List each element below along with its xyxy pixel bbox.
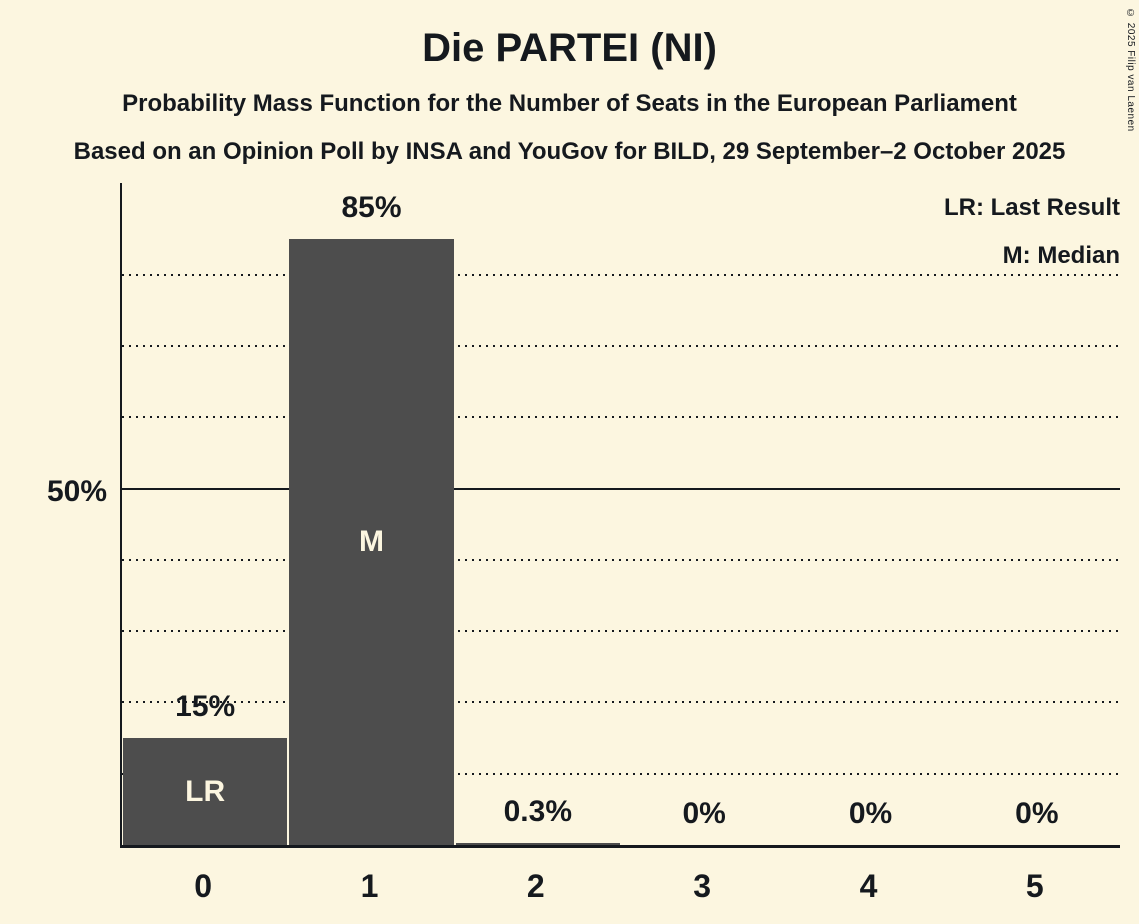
bar-annotation-lr: LR <box>185 774 226 808</box>
copyright-notice: © 2025 Filip van Laenen <box>1125 8 1136 132</box>
chart-subtitle: Probability Mass Function for the Number… <box>122 90 1017 117</box>
value-label-1: 85% <box>341 191 402 225</box>
gridline-80pct <box>122 273 1120 276</box>
bar-seats-1: M <box>289 239 454 845</box>
value-label-2: 0.3% <box>503 794 573 828</box>
gridline-70pct <box>122 345 1120 348</box>
value-label-3: 0% <box>682 797 726 830</box>
gridline-60pct <box>122 416 1120 419</box>
x-tick-1: 1 <box>360 868 379 904</box>
value-label-0: 15% <box>175 690 236 724</box>
x-axis-tick-labels: 0 1 2 3 4 5 <box>120 868 1120 912</box>
x-tick-4: 4 <box>859 868 878 904</box>
x-tick-3: 3 <box>693 868 712 904</box>
bar-seats-2 <box>455 842 620 845</box>
plot-area: 50% LR 15% M 85% 0.3% 0% 0% 0% <box>47 183 1120 848</box>
gridline-30pct <box>122 630 1120 633</box>
y-axis-tick-label: 50% <box>46 474 107 508</box>
gridline-10pct <box>122 772 1120 775</box>
value-label-5: 0% <box>1015 797 1059 830</box>
gridline-20pct <box>122 701 1120 704</box>
x-tick-2: 2 <box>526 868 545 904</box>
chart-source-line: Based on an Opinion Poll by INSA and You… <box>73 138 1066 165</box>
x-tick-0: 0 <box>194 868 213 904</box>
bar-seats-0: LR <box>123 738 288 845</box>
x-tick-5: 5 <box>1025 868 1044 904</box>
legend: LR: Last Result M: Median <box>944 184 1120 280</box>
gridline-40pct <box>122 558 1120 561</box>
legend-median: M: Median <box>1002 242 1120 269</box>
legend-last-result: LR: Last Result <box>943 194 1120 221</box>
value-label-4: 0% <box>848 797 893 830</box>
gridline-50pct <box>122 487 1120 490</box>
chart-title: Die PARTEI (NI) <box>422 26 717 70</box>
bar-annotation-m: M <box>358 525 384 559</box>
